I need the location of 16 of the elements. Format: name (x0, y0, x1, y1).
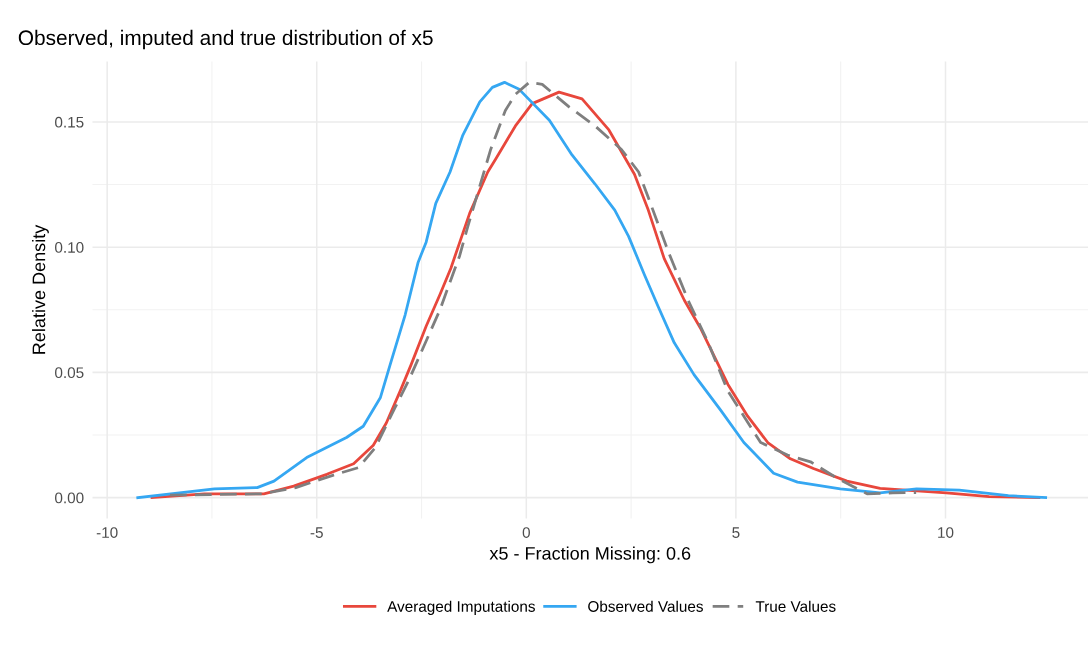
y-axis-title: Relative Density (32, 224, 49, 354)
legend-label: Averaged Imputations (387, 600, 535, 615)
x-axis-title: x5 - Fraction Missing: 0.6 (489, 546, 691, 564)
line-series (168, 80, 918, 497)
y-tick-label: 0.05 (55, 367, 84, 379)
y-tick-label: 0.15 (55, 116, 84, 128)
x-tick-label: 10 (938, 527, 954, 538)
x-tick-label: 5 (732, 527, 740, 538)
legend-label: True Values (755, 600, 836, 612)
x-tick-label: -10 (96, 527, 118, 538)
x-tick-label: 0 (522, 527, 530, 538)
y-tick-label: 0.00 (55, 492, 84, 504)
chart-title: Observed, imputed and true distribution of x5 (18, 29, 433, 50)
x-tick-label: -5 (310, 527, 323, 538)
y-tick-label: 0.10 (55, 242, 84, 253)
legend-label: Observed Values (588, 600, 703, 612)
